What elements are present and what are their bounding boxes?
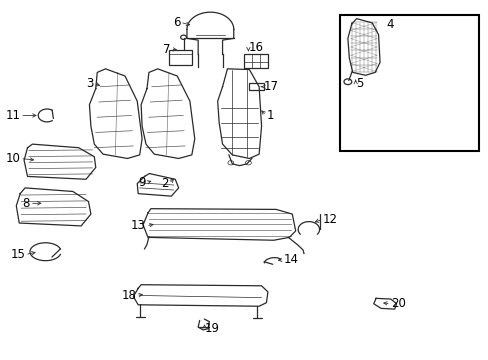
Bar xyxy=(168,50,192,65)
Text: 8: 8 xyxy=(22,197,30,210)
Text: 10: 10 xyxy=(5,152,20,165)
Text: 2: 2 xyxy=(161,177,168,190)
Text: 16: 16 xyxy=(248,41,263,54)
Bar xyxy=(244,54,267,68)
Text: 14: 14 xyxy=(283,253,298,266)
Text: 18: 18 xyxy=(121,289,136,302)
Text: 19: 19 xyxy=(204,322,219,335)
Text: 9: 9 xyxy=(138,176,146,189)
Text: 4: 4 xyxy=(385,18,393,31)
Text: 20: 20 xyxy=(390,297,405,310)
Text: 11: 11 xyxy=(5,109,20,122)
Text: 12: 12 xyxy=(322,213,337,226)
Text: 6: 6 xyxy=(172,16,180,29)
Text: 17: 17 xyxy=(264,80,279,93)
Text: 7: 7 xyxy=(163,42,170,55)
Bar xyxy=(249,83,264,90)
Text: 5: 5 xyxy=(355,77,362,90)
Bar xyxy=(339,15,478,151)
Text: 3: 3 xyxy=(86,77,93,90)
Text: 13: 13 xyxy=(131,219,146,233)
Text: 15: 15 xyxy=(10,248,25,261)
Text: 1: 1 xyxy=(266,109,273,122)
